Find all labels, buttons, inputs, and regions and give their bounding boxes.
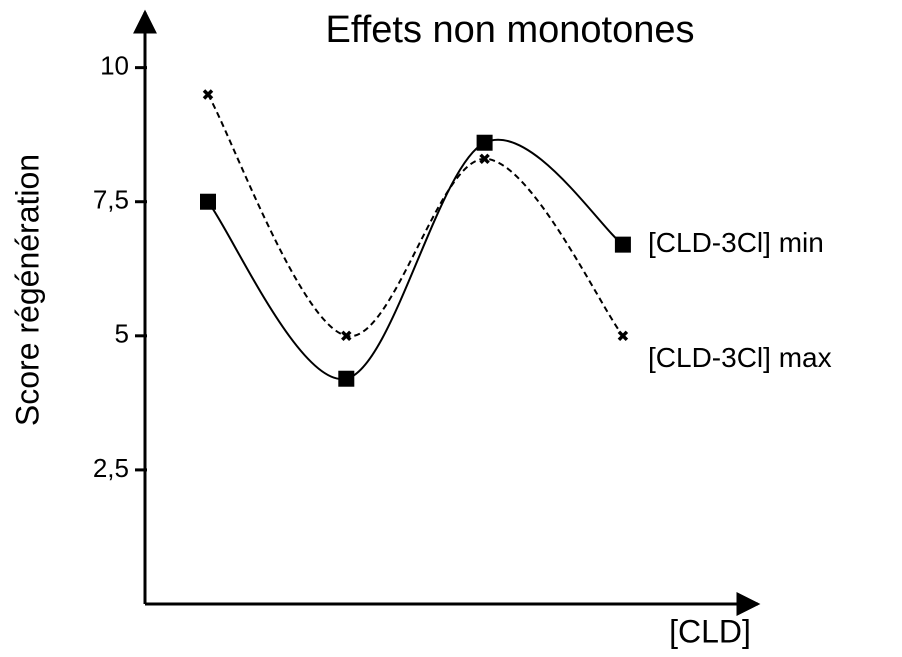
- point-marker: [200, 193, 216, 210]
- point-marker: [614, 236, 631, 253]
- y-axis-label: Score régénération: [9, 154, 45, 426]
- y-tick-label: 10: [100, 51, 129, 81]
- series-line: [207, 138, 624, 380]
- chart-title: Effets non monotones: [326, 9, 695, 51]
- point-marker: [476, 134, 493, 151]
- point-marker: [338, 370, 355, 387]
- point-marker: [202, 89, 214, 100]
- point-marker: [341, 330, 352, 342]
- x-axis-label: [CLD]: [669, 613, 751, 649]
- legend-label: [CLD-3Cl] max: [648, 342, 832, 373]
- legend-label: [CLD-3Cl] min: [648, 227, 824, 258]
- y-tick-label: 2,5: [93, 453, 129, 483]
- y-tick-label: 5: [115, 319, 129, 349]
- series-line: [207, 93, 624, 337]
- y-tick-label: 7,5: [93, 185, 129, 215]
- point-marker: [617, 330, 629, 342]
- point-marker: [479, 153, 490, 165]
